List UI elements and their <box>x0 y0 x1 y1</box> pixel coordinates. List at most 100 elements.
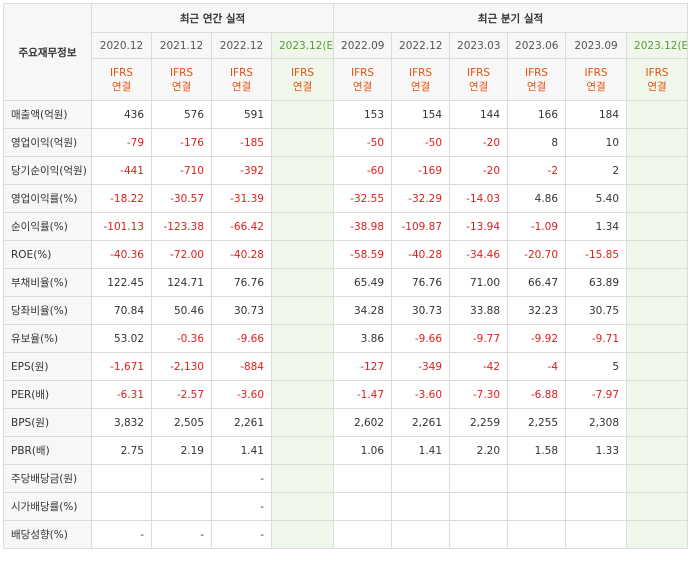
table-cell: 1.06 <box>333 436 393 465</box>
row-label: EPS(원) <box>3 352 92 381</box>
table-cell: 10 <box>565 128 628 157</box>
consolidated-label: 연결 <box>526 80 547 93</box>
table-cell: -40.28 <box>211 240 272 269</box>
ifrs-badge: IFRS 연결 <box>151 58 212 101</box>
table-cell <box>565 492 628 521</box>
financial-summary-table: 주요재무정보 최근 연간 실적 최근 분기 실적 2020.12 2021.12 2… <box>3 3 689 549</box>
table-cell: -185 <box>211 128 272 157</box>
row-label: BPS(원) <box>3 408 92 437</box>
table-cell: 5.40 <box>565 184 628 213</box>
period-header-2020-12: 2020.12 <box>91 32 152 59</box>
table-cell: -38.98 <box>333 212 393 241</box>
table-row: EPS(원) -1,671 -2,130 -884 -127 -349 -42 -4 5 <box>3 352 689 381</box>
table-cell: -3.60 <box>391 380 451 409</box>
table-cell: 1.58 <box>507 436 567 465</box>
table-cell: 30.73 <box>391 296 451 325</box>
table-cell: 2,261 <box>211 408 272 437</box>
row-label: PER(배) <box>3 380 92 409</box>
table-cell <box>626 184 689 213</box>
table-cell: 144 <box>449 100 509 129</box>
row-label: 시가배당률(%) <box>3 492 92 521</box>
row-label: 당기순이익(억원) <box>3 156 92 185</box>
consolidated-label: 연결 <box>468 80 489 93</box>
ifrs-badge: IFRS 연결 <box>391 58 451 101</box>
row-label: 매출액(억원) <box>3 100 92 129</box>
table-row: 영업이익(억원) -79 -176 -185 -50 -50 -20 8 10 <box>3 128 689 157</box>
table-cell: 2,261 <box>391 408 451 437</box>
ifrs-label: IFRS <box>229 66 254 79</box>
table-row: 순이익률(%) -101.13 -123.38 -66.42 -38.98 -109.87… <box>3 212 689 241</box>
consolidated-label: 연결 <box>231 80 252 93</box>
row-label: 유보율(%) <box>3 324 92 353</box>
period-header-2023-12-E-: 2023.12(E) <box>626 32 689 59</box>
table-cell: 70.84 <box>91 296 152 325</box>
table-cell: 8 <box>507 128 567 157</box>
table-cell: - <box>211 492 272 521</box>
table-cell: 3.86 <box>333 324 393 353</box>
ifrs-label: IFRS <box>645 66 669 79</box>
table-cell: -441 <box>91 156 152 185</box>
table-cell: -7.97 <box>565 380 628 409</box>
table-cell <box>333 520 393 549</box>
table-cell: 2.20 <box>449 436 509 465</box>
table-cell: -2 <box>507 156 567 185</box>
table-cell <box>270 520 335 549</box>
table-cell: 5 <box>565 352 628 381</box>
financial-summary-table-container: 주요재무정보 최근 연간 실적 최근 분기 실적 2020.12 2021.12 2… <box>3 3 689 549</box>
table-cell: -109.87 <box>391 212 451 241</box>
table-cell: -9.71 <box>565 324 628 353</box>
table-cell: 2,259 <box>449 408 509 437</box>
table-cell: -6.31 <box>91 380 152 409</box>
table-cell: -13.94 <box>449 212 509 241</box>
table-cell <box>565 464 628 493</box>
table-cell: -884 <box>211 352 272 381</box>
table-cell <box>270 156 335 185</box>
table-cell: -60 <box>333 156 393 185</box>
table-cell: 122.45 <box>91 268 152 297</box>
table-cell: -40.36 <box>91 240 152 269</box>
consolidated-label: 연결 <box>586 80 606 93</box>
table-cell: 1.33 <box>565 436 628 465</box>
period-header-2022-12: 2022.12 <box>211 32 272 59</box>
table-cell: -42 <box>449 352 509 381</box>
ifrs-badge: IFRS 연결 <box>565 58 628 101</box>
table-row: 배당성향(%) - - - <box>3 520 689 549</box>
table-cell: -66.42 <box>211 212 272 241</box>
table-cell <box>391 492 451 521</box>
table-cell <box>626 436 689 465</box>
ifrs-badge: IFRS 연결 <box>449 58 509 101</box>
table-cell: -14.03 <box>449 184 509 213</box>
table-cell: -6.88 <box>507 380 567 409</box>
table-cell: 2,308 <box>565 408 628 437</box>
table-cell <box>270 352 335 381</box>
table-cell <box>626 100 689 129</box>
table-cell <box>626 128 689 157</box>
period-header-2023-03: 2023.03 <box>449 32 509 59</box>
table-cell <box>626 240 689 269</box>
table-row: BPS(원) 3,832 2,505 2,261 2,602 2,261 2,259 2,25… <box>3 408 689 437</box>
table-cell <box>270 268 335 297</box>
ifrs-label: IFRS <box>408 66 433 79</box>
row-label: ROE(%) <box>3 240 92 269</box>
table-cell: 2,505 <box>151 408 212 437</box>
table-cell: -79 <box>91 128 152 157</box>
table-cell <box>449 492 509 521</box>
table-cell: -50 <box>391 128 451 157</box>
table-cell <box>507 520 567 549</box>
table-cell: 154 <box>391 100 451 129</box>
table-cell: -1.09 <box>507 212 567 241</box>
ifrs-badge: IFRS 연결 <box>211 58 272 101</box>
table-cell: 30.73 <box>211 296 272 325</box>
table-cell: 591 <box>211 100 272 129</box>
table-cell: 66.47 <box>507 268 567 297</box>
table-cell: 1.34 <box>565 212 628 241</box>
table-cell <box>449 464 509 493</box>
table-cell: - <box>91 520 152 549</box>
table-cell <box>270 464 335 493</box>
ifrs-badge: IFRS 연결 <box>626 58 689 101</box>
table-cell: 33.88 <box>449 296 509 325</box>
table-cell: 153 <box>333 100 393 129</box>
table-cell: 3,832 <box>91 408 152 437</box>
row-label: 주당배당금(원) <box>3 464 92 493</box>
table-cell: -349 <box>391 352 451 381</box>
